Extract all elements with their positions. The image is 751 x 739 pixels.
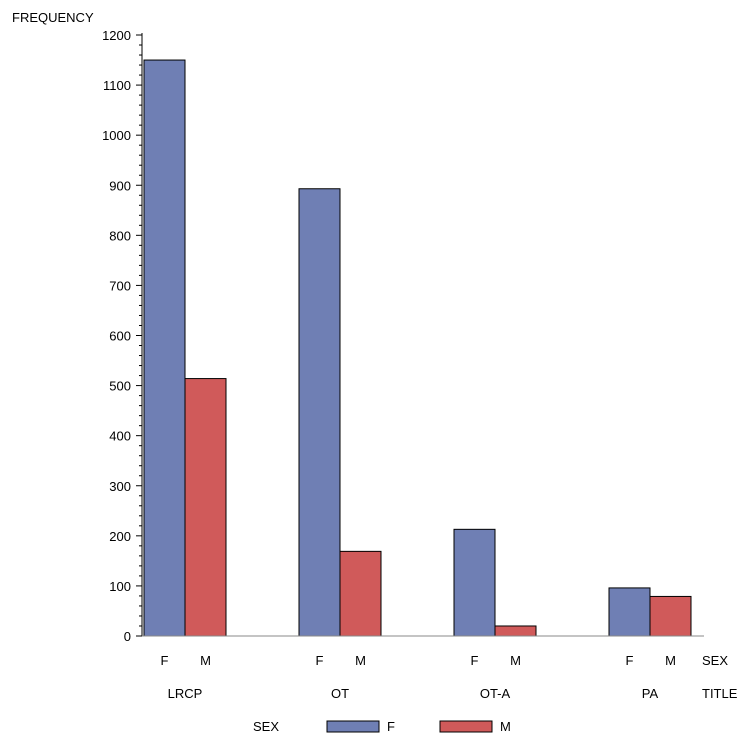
y-axis: 0 100 200 300 400 500 600 700 800 900 1000 1100 1200 [102, 28, 143, 644]
y-tick-label: 1200 [102, 28, 131, 43]
category-tick-label: OT [331, 686, 349, 701]
subgroup-axis-title: SEX [702, 653, 728, 668]
subgroup-tick-label: F [626, 653, 634, 668]
subgroup-tick-label: M [355, 653, 366, 668]
subgroup-tick-label: M [200, 653, 211, 668]
bars [143, 59, 692, 637]
y-tick-label: 1000 [102, 128, 131, 143]
legend: SEX F M [253, 719, 511, 734]
category-tick-label: OT-A [480, 686, 511, 701]
y-tick-label: 100 [109, 579, 131, 594]
legend-title: SEX [253, 719, 279, 734]
subgroup-tick-label: F [161, 653, 169, 668]
subgroup-tick-label: M [665, 653, 676, 668]
y-axis-title: FREQUENCY [12, 10, 94, 25]
bar-lrcp-m [184, 378, 227, 637]
bar-ot-m [339, 550, 382, 637]
legend-label-f: F [387, 719, 395, 734]
bar-ot-f [298, 188, 341, 637]
y-tick-label: 500 [109, 379, 131, 394]
y-tick-label: 700 [109, 278, 131, 293]
subgroup-tick-label: F [471, 653, 479, 668]
y-tick-label: 800 [109, 228, 131, 243]
y-tick-label: 600 [109, 329, 131, 344]
category-tick-label: PA [642, 686, 659, 701]
legend-label-m: M [500, 719, 511, 734]
legend-swatch-m [439, 720, 493, 733]
bar-ot-a-f [453, 528, 496, 637]
y-tick-label: 1100 [103, 78, 131, 93]
subgroup-tick-label: F [316, 653, 324, 668]
y-tick-label: 400 [109, 429, 131, 444]
subgroup-tick-label: M [510, 653, 521, 668]
y-tick-label: 900 [109, 178, 131, 193]
bar-pa-f [608, 587, 651, 637]
y-tick-label: 300 [109, 479, 131, 494]
y-tick-label: 0 [124, 629, 131, 644]
bar-ot-a-m [494, 625, 537, 637]
legend-swatch-f [326, 720, 380, 733]
bar-pa-m [649, 595, 692, 637]
x-axis: F M LRCP F M OT F M OT-A F M PA [142, 635, 704, 701]
group-axis-title: TITLE [702, 686, 738, 701]
y-tick-label: 200 [109, 529, 131, 544]
bar-lrcp-f [143, 59, 186, 637]
category-tick-label: LRCP [168, 686, 203, 701]
